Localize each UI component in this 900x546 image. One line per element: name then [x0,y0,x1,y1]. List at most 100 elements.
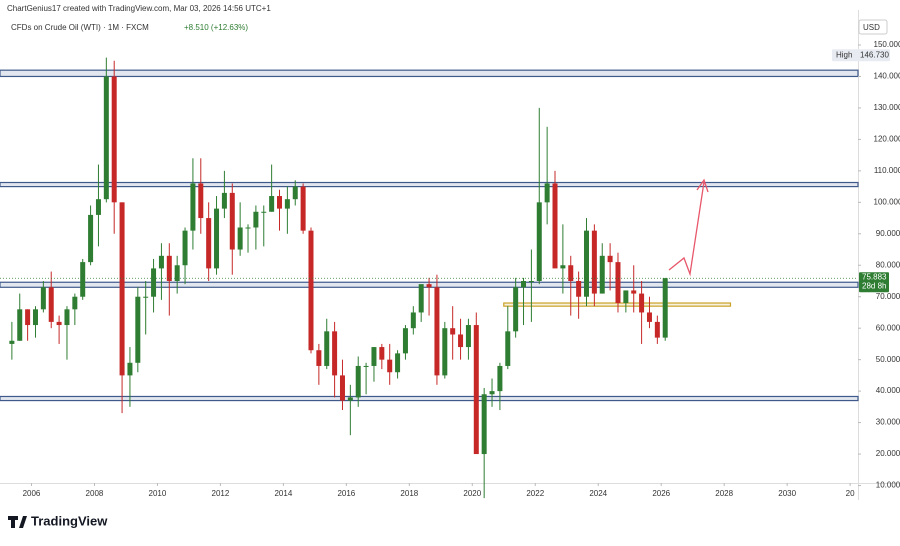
zone [503,302,732,307]
candle-body [245,227,251,229]
candle-body [395,353,401,373]
zone [0,181,859,188]
candle-body [64,309,70,326]
candle-body [292,186,298,200]
candle-body [56,321,62,326]
candle-body [308,230,314,351]
candle-body [324,331,330,366]
candle-body [576,280,582,297]
candle-body [135,296,141,363]
candle-body [379,347,385,360]
plot [0,57,859,499]
currency-box [858,19,888,35]
x-tick-label: 2006 [23,489,41,498]
y-tick-label: 110.000 [874,166,900,175]
candle-body [9,340,15,344]
y-tick-label: 40.000 [876,386,900,395]
candle-body [481,394,487,455]
candle-body [497,365,503,392]
candle-body [646,312,652,322]
candle-body [505,331,511,366]
candle-body [418,284,424,313]
candle-body [387,359,393,373]
candle-body [631,290,637,294]
candle-body [40,287,46,310]
currency: USD [863,23,880,32]
y-tick-label: 30.000 [876,418,900,427]
candle-body [513,287,519,332]
candle-body [300,186,306,231]
x-tick-label: 2028 [715,489,733,498]
candle-body [25,309,31,326]
candle-body [214,208,220,269]
candle-body [654,321,660,338]
y-tick-label: 80.000 [876,260,900,269]
x-tick-label: 2010 [149,489,167,498]
candle-body [80,262,86,297]
y-tick-label: 100.000 [874,197,900,206]
candle-body [206,218,212,269]
x-tick-label: 2012 [212,489,230,498]
candle-body [473,325,479,455]
candle-body [639,293,645,313]
x-tick-label: 20 [846,489,855,498]
y-tick-label: 140.000 [874,72,900,81]
candle-body [111,76,117,203]
x-tick-label: 2024 [589,489,607,498]
candle-body [119,202,125,376]
candle-body [261,211,267,213]
candle-body [583,230,589,297]
candle-body [568,265,574,281]
candle-body [521,280,527,288]
candle-body [103,76,109,200]
candle-body [88,214,94,263]
y-tick-label: 20.000 [876,449,900,458]
candle-body [253,211,259,228]
candle-body [72,296,78,310]
y-tick-label: 90.000 [876,229,900,238]
candle-body [607,255,613,263]
candle-body [166,255,172,281]
candle-body [237,227,243,250]
candle-body [442,328,448,376]
y-tick-label: 120.000 [874,135,900,144]
candle-body [277,196,283,209]
y-tick-label: 50.000 [876,355,900,364]
candle-body [127,362,133,376]
candle-body [198,183,204,219]
last-price: 75.883 [862,272,887,281]
candle-body [544,183,550,203]
candle-body [458,334,464,348]
logo: TradingView [8,513,108,528]
zone [0,69,859,78]
countdown: 28d 8h [862,281,886,290]
candle-body [190,183,196,231]
candle-body [48,287,54,322]
high-box [832,49,890,62]
candle-body [662,278,668,338]
y-tick-label: 150.000 [874,40,900,49]
x-tick-label: 2020 [463,489,481,498]
credit: ChartGenius17 created with TradingView.c… [7,4,271,13]
candle-body [316,350,322,366]
y-tick-label: 130.000 [874,103,900,112]
candle-body [450,328,456,335]
logo-icon [8,516,27,528]
zone [0,395,859,402]
candle-body [371,347,377,366]
candle-body [32,309,38,326]
candle-body [426,284,432,288]
candle-body [599,255,605,294]
candle-body [402,328,408,354]
candle-body [615,262,621,304]
candle-body [95,199,101,215]
candle-body [434,287,440,376]
high-value: 146.730 [860,50,889,59]
candle-body [151,268,157,297]
projection-arrow [668,178,709,277]
candle-body [410,312,416,329]
candle-body [284,199,290,209]
candle-body [465,325,471,348]
